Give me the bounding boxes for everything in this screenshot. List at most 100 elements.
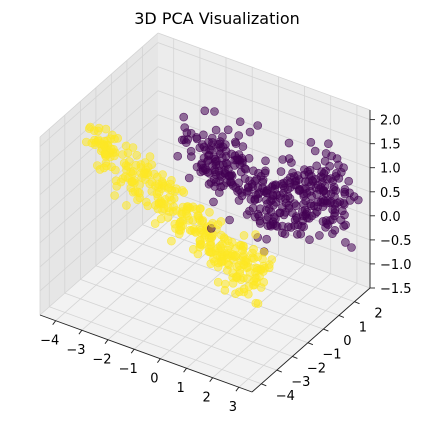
data-point bbox=[277, 228, 287, 238]
data-point bbox=[236, 167, 246, 177]
x-gridline-floor bbox=[186, 263, 305, 369]
data-point bbox=[199, 228, 209, 238]
x-tick-mark bbox=[130, 348, 135, 354]
data-point bbox=[276, 167, 286, 176]
data-point bbox=[191, 228, 201, 237]
y-axis-line bbox=[251, 287, 371, 393]
data-point bbox=[191, 205, 201, 214]
x-tick-mark bbox=[104, 339, 109, 344]
data-point bbox=[306, 181, 315, 190]
data-point bbox=[128, 177, 137, 187]
data-point bbox=[312, 161, 322, 171]
data-point bbox=[173, 151, 182, 161]
z-gridline-left bbox=[39, 210, 159, 316]
data-point bbox=[340, 210, 349, 220]
data-point bbox=[86, 122, 95, 132]
x-tick-mark bbox=[78, 329, 83, 335]
data-point bbox=[291, 176, 301, 186]
data-point bbox=[255, 216, 265, 226]
x-gridline-floor bbox=[238, 282, 358, 388]
data-point bbox=[208, 232, 217, 241]
data-point bbox=[244, 289, 253, 299]
y-gridline-floor bbox=[49, 306, 262, 385]
data-point bbox=[156, 214, 166, 224]
x-tick-mark bbox=[235, 386, 240, 392]
data-point bbox=[128, 167, 138, 176]
data-point bbox=[260, 168, 270, 178]
data-point bbox=[210, 182, 219, 191]
data-point bbox=[222, 158, 231, 168]
data-point bbox=[211, 125, 221, 135]
data-point bbox=[116, 177, 126, 187]
data-point bbox=[94, 123, 104, 133]
data-point bbox=[240, 174, 250, 183]
data-point bbox=[263, 185, 272, 195]
data-point bbox=[213, 277, 223, 287]
data-point bbox=[284, 138, 294, 148]
data-point bbox=[207, 133, 217, 143]
data-point bbox=[267, 255, 277, 264]
data-point bbox=[225, 215, 234, 225]
data-point bbox=[327, 151, 337, 161]
data-point bbox=[153, 172, 162, 182]
data-point bbox=[310, 146, 320, 156]
x-tick-label: 3 bbox=[229, 400, 237, 415]
data-point bbox=[211, 160, 221, 169]
data-point bbox=[165, 192, 174, 202]
data-point bbox=[313, 202, 323, 211]
data-point bbox=[287, 208, 297, 217]
data-point bbox=[259, 277, 269, 287]
data-point bbox=[246, 195, 256, 204]
data-point bbox=[253, 194, 263, 203]
x-gridline-floor bbox=[81, 225, 201, 331]
data-point bbox=[353, 195, 363, 205]
data-point bbox=[183, 135, 193, 144]
data-point bbox=[305, 235, 314, 244]
data-point bbox=[325, 216, 335, 225]
data-point bbox=[245, 127, 255, 137]
data-point bbox=[141, 169, 150, 179]
data-point bbox=[287, 158, 296, 167]
data-point bbox=[311, 174, 320, 184]
data-point bbox=[240, 256, 249, 265]
data-point bbox=[268, 191, 278, 201]
z-gridline-left bbox=[39, 42, 159, 147]
z-gridline-back bbox=[157, 66, 371, 145]
y-tick-label: 2 bbox=[374, 307, 382, 322]
y-tick-mark bbox=[292, 355, 298, 359]
data-point bbox=[299, 199, 308, 209]
data-point bbox=[216, 243, 226, 252]
data-point bbox=[220, 234, 229, 244]
data-point bbox=[214, 258, 223, 268]
data-point bbox=[113, 134, 122, 143]
data-point bbox=[345, 196, 355, 205]
pane-edge bbox=[39, 32, 159, 138]
data-point bbox=[106, 144, 116, 154]
z-tick-label: 1.0 bbox=[380, 162, 401, 177]
data-point bbox=[231, 289, 240, 299]
data-point bbox=[344, 176, 354, 186]
data-point bbox=[258, 254, 267, 264]
data-point bbox=[290, 221, 299, 230]
x-gridline-floor bbox=[55, 216, 174, 322]
z-tick-label: 0.5 bbox=[380, 186, 401, 201]
data-point bbox=[143, 201, 153, 211]
data-point bbox=[307, 191, 316, 201]
x-tick-label: 1 bbox=[176, 381, 184, 396]
data-point bbox=[163, 213, 173, 222]
data-point bbox=[195, 143, 205, 152]
data-point bbox=[170, 219, 180, 229]
data-point bbox=[249, 166, 258, 176]
data-point bbox=[262, 234, 271, 244]
data-point bbox=[234, 131, 243, 140]
data-point bbox=[321, 223, 330, 232]
z-gridline-left bbox=[39, 186, 159, 292]
data-point bbox=[192, 162, 202, 172]
data-point bbox=[341, 238, 350, 247]
data-point bbox=[169, 202, 178, 211]
y-tick-label: −2 bbox=[307, 361, 326, 376]
x-tick-mark bbox=[52, 320, 57, 325]
data-point bbox=[150, 219, 160, 228]
x-gridline-floor bbox=[212, 273, 331, 379]
data-point bbox=[184, 173, 194, 183]
